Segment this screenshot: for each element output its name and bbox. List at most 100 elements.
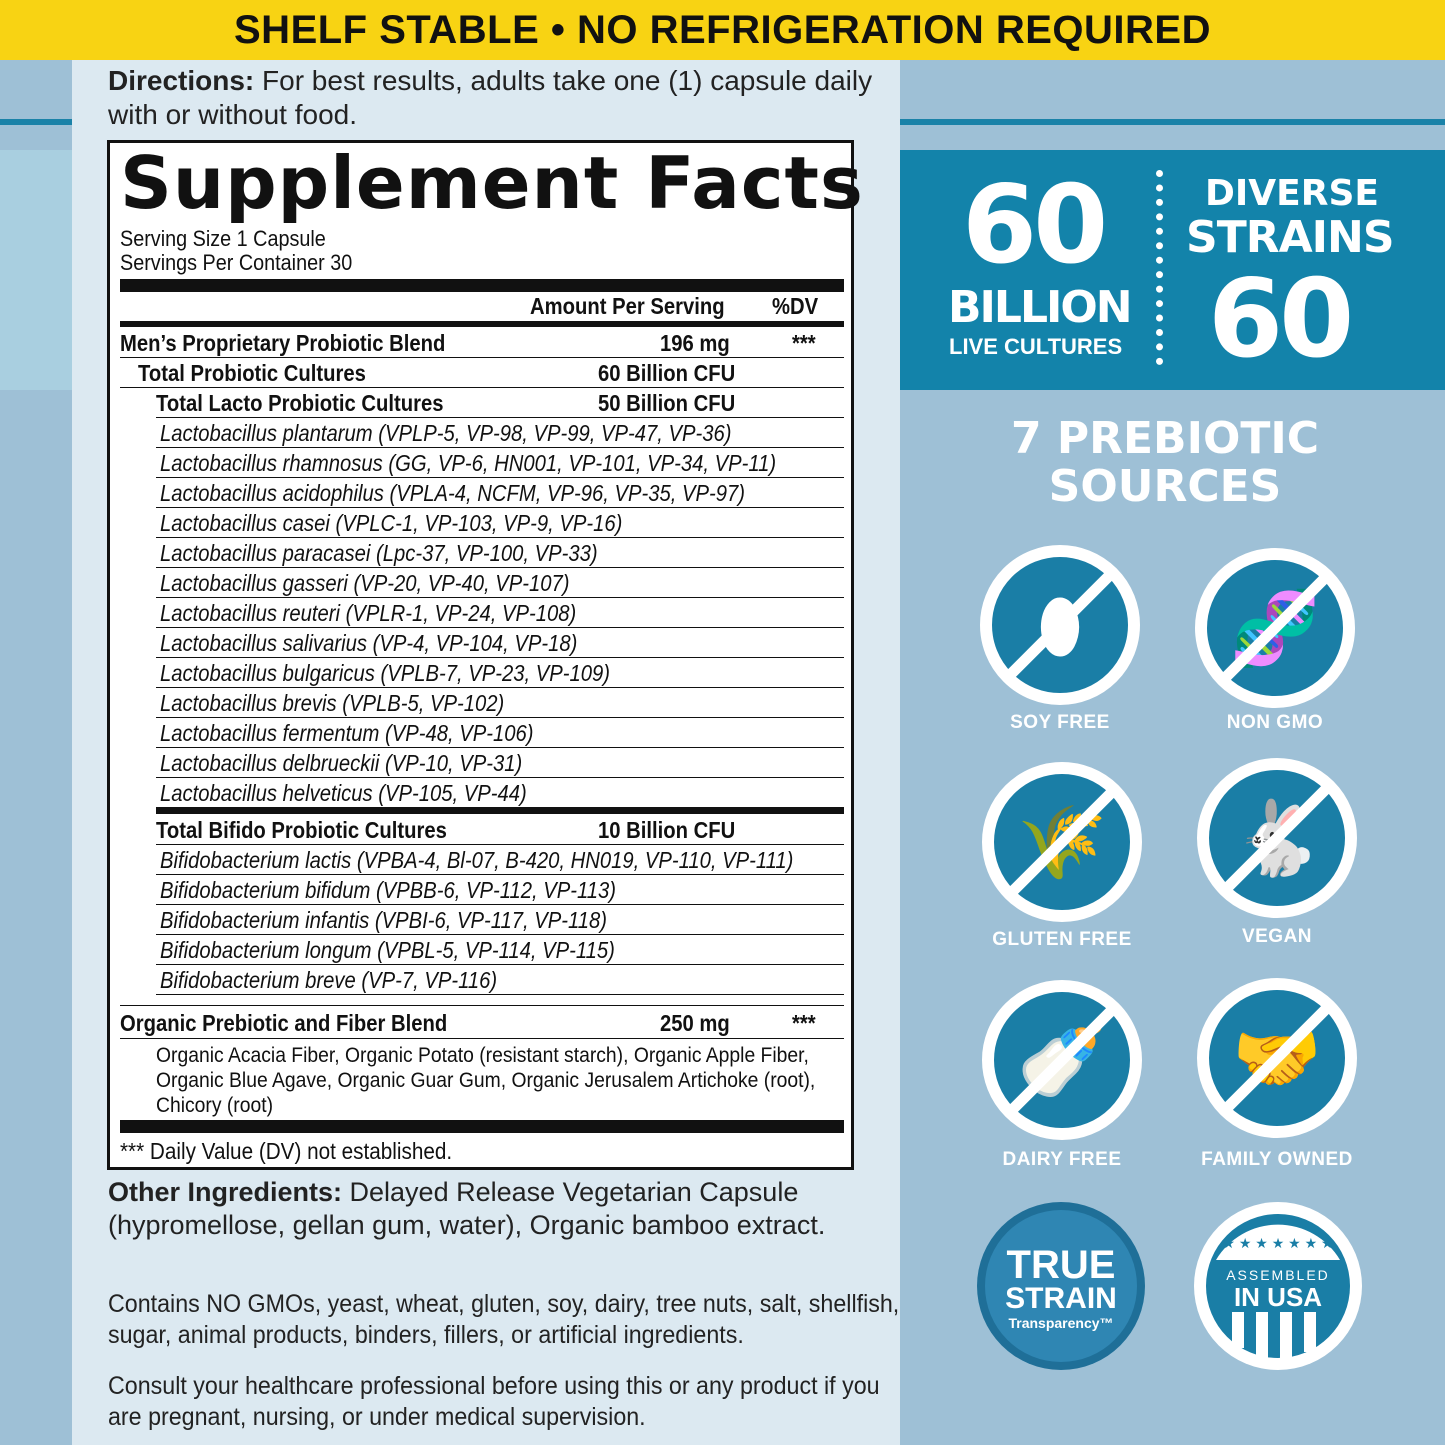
cell: Lactobacillus rhamnosus (GG, VP-6, HN001… xyxy=(160,450,777,476)
badge-label: NON GMO xyxy=(1226,712,1324,733)
badge-label: SOY FREE xyxy=(1010,712,1110,733)
total-cultures-row: Total Probiotic Cultures 60 Billion CFU xyxy=(120,358,844,388)
assembled-in-usa-seal: ★ ★ ★ ★ ★ ★ ★ ASSEMBLED IN USA xyxy=(1194,1202,1362,1370)
cell: 250 mg xyxy=(660,1010,730,1036)
shelf-stable-banner: SHELF STABLE • NO REFRIGERATION REQUIRED xyxy=(0,0,1445,60)
badge-label: FAMILY OWNED xyxy=(1201,1149,1353,1170)
strain-row: Bifidobacterium infantis (VPBI-6, VP-117… xyxy=(156,905,844,935)
cell: Lactobacillus plantarum (VPLP-5, VP-98, … xyxy=(160,420,732,446)
dotted-divider xyxy=(1156,170,1164,365)
supplement-facts-panel: Supplement Facts Serving Size 1 Capsule … xyxy=(107,140,863,1170)
cell: 10 Billion CFU xyxy=(598,817,736,843)
cell: Men’s Proprietary Probiotic Blend xyxy=(120,330,446,356)
thick-rule xyxy=(120,1120,844,1133)
strain-row: Lactobacillus delbrueckii (VP-10, VP-31) xyxy=(156,748,844,778)
badge-label: VEGAN xyxy=(1241,926,1313,947)
cell: Bifidobacterium bifidum (VPBB-6, VP-112,… xyxy=(160,877,616,903)
strain-row: Lactobacillus plantarum (VPLP-5, VP-98, … xyxy=(156,418,844,448)
other-ingredients-text: Delayed Release Vegetarian Capsule (hypr… xyxy=(108,1177,826,1240)
col-dv: %DV xyxy=(772,293,819,319)
strain-row: Lactobacillus fermentum (VP-48, VP-106) xyxy=(156,718,844,748)
non-gmo-icon: 🧬 xyxy=(1195,548,1355,708)
family-owned-icon: 🤝 xyxy=(1197,978,1357,1138)
strain-row: Bifidobacterium longum (VPBL-5, VP-114, … xyxy=(156,935,844,965)
prebiotic-row: Organic Prebiotic and Fiber Blend 250 mg *… xyxy=(120,1005,844,1039)
prebiotic-line1: 7 PREBIOTIC xyxy=(1010,413,1320,464)
cell: *** xyxy=(792,330,816,356)
column-headers: Amount Per Serving %DV xyxy=(120,291,844,327)
strain-row: Lactobacillus rhamnosus (GG, VP-6, HN001… xyxy=(156,448,844,478)
contains-statement: Contains NO GMOs, yeast, wheat, gluten, … xyxy=(108,1290,900,1349)
strain-row: Lactobacillus brevis (VPLB-5, VP-102) xyxy=(156,688,844,718)
badge-label: GLUTEN FREE xyxy=(992,929,1132,950)
seal-assembled: ASSEMBLED xyxy=(1226,1267,1330,1283)
cell: Bifidobacterium longum (VPBL-5, VP-114, … xyxy=(160,937,615,963)
cell: Lactobacillus paracasei (Lpc-37, VP-100,… xyxy=(160,540,598,566)
footnote: *** Daily Value (DV) not established. xyxy=(120,1138,453,1164)
prebiotic-line2: SOURCES xyxy=(1048,461,1282,512)
servings-per-container: Servings Per Container 30 xyxy=(120,250,353,275)
gluten-free-icon: 🌾 xyxy=(982,762,1142,922)
serving-size: Serving Size 1 Capsule xyxy=(120,226,326,251)
cell: Bifidobacterium infantis (VPBI-6, VP-117… xyxy=(160,907,607,933)
prebiotic-ingredients: Organic Acacia Fiber, Organic Potato (re… xyxy=(156,1044,816,1117)
cell: Lactobacillus bulgaricus (VPLB-7, VP-23,… xyxy=(160,660,611,686)
strains-number: 60 xyxy=(1208,257,1354,382)
billion-sub: LIVE CULTURES xyxy=(949,334,1123,359)
stats-band: 60 BILLION LIVE CULTURES DIVERSE STRAINS… xyxy=(900,150,1445,390)
cell: Lactobacillus fermentum (VP-48, VP-106) xyxy=(160,720,534,746)
divider xyxy=(900,119,1445,125)
billion-label: BILLION xyxy=(948,282,1133,333)
stars: ★ ★ ★ ★ ★ ★ ★ xyxy=(1222,1235,1333,1251)
seal-strain: STRAIN xyxy=(1005,1282,1117,1315)
cell: 50 Billion CFU xyxy=(598,390,736,416)
prebiotic-sources: 7 PREBIOTIC SOURCES xyxy=(960,415,1370,511)
directions: Directions: For best results, adults tak… xyxy=(108,64,888,132)
cell: 196 mg xyxy=(660,330,730,356)
cell: Lactobacillus acidophilus (VPLA-4, NCFM,… xyxy=(160,480,745,506)
cell: Lactobacillus gasseri (VP-20, VP-40, VP-… xyxy=(160,570,570,596)
lacto-row: Total Lacto Probiotic Cultures 50 Billion… xyxy=(156,388,844,418)
seal-transparency: Transparency™ xyxy=(1008,1315,1113,1331)
directions-text: For best results, adults take one (1) ca… xyxy=(108,65,873,130)
cell: Bifidobacterium breve (VP-7, VP-116) xyxy=(160,967,498,993)
soy-free-icon: ⬮ xyxy=(980,545,1140,705)
seal-in-usa: IN USA xyxy=(1234,1282,1322,1312)
strain-row: Lactobacillus casei (VPLC-1, VP-103, VP-… xyxy=(156,508,844,538)
other-ingredients-label: Other Ingredients: xyxy=(108,1177,343,1207)
blend-row: Men’s Proprietary Probiotic Blend 196 mg *… xyxy=(120,328,844,358)
cell: Lactobacillus casei (VPLC-1, VP-103, VP-… xyxy=(160,510,623,536)
cell: *** xyxy=(792,1010,816,1036)
strain-row: Bifidobacterium breve (VP-7, VP-116) xyxy=(156,965,844,995)
strain-row: Bifidobacterium bifidum (VPBB-6, VP-112,… xyxy=(156,875,844,905)
thick-rule xyxy=(120,279,844,292)
facts-title: Supplement Facts xyxy=(120,141,864,225)
consult-warning: Consult your healthcare professional bef… xyxy=(108,1372,880,1431)
cell: Organic Prebiotic and Fiber Blend xyxy=(120,1010,448,1036)
strain-row: Bifidobacterium lactis (VPBA-4, Bl-07, B… xyxy=(156,845,844,875)
cell: Total Lacto Probiotic Cultures xyxy=(156,390,444,416)
strains-line2: STRAINS xyxy=(1186,212,1395,263)
cell: Total Bifido Probiotic Cultures xyxy=(156,817,447,843)
bifido-row: Total Bifido Probiotic Cultures 10 Billio… xyxy=(156,815,844,845)
seal-true: TRUE xyxy=(1007,1243,1116,1287)
billion-number: 60 xyxy=(962,163,1108,288)
other-ingredients: Other Ingredients: Delayed Release Veget… xyxy=(108,1176,878,1242)
strain-row: Lactobacillus bulgaricus (VPLB-7, VP-23,… xyxy=(156,658,844,688)
strain-row: Lactobacillus helveticus (VP-105, VP-44) xyxy=(156,778,844,814)
cell: Lactobacillus reuteri (VPLR-1, VP-24, VP… xyxy=(160,600,577,626)
dairy-free-icon: 🍼 xyxy=(982,980,1142,1140)
true-strain-seal: TRUE STRAIN Transparency™ xyxy=(977,1202,1145,1370)
vegan-icon: 🐇 xyxy=(1197,758,1357,918)
strain-row: Lactobacillus acidophilus (VPLA-4, NCFM,… xyxy=(156,478,844,508)
strain-row: Lactobacillus salivarius (VP-4, VP-104, … xyxy=(156,628,844,658)
cell: Lactobacillus salivarius (VP-4, VP-104, … xyxy=(160,630,578,656)
cell: Lactobacillus delbrueckii (VP-10, VP-31) xyxy=(160,750,523,776)
strain-row: Lactobacillus paracasei (Lpc-37, VP-100,… xyxy=(156,538,844,568)
strain-row: Lactobacillus gasseri (VP-20, VP-40, VP-… xyxy=(156,568,844,598)
left-band xyxy=(0,150,72,390)
strains-line1: DIVERSE xyxy=(1205,173,1379,214)
cell: Total Probiotic Cultures xyxy=(138,360,366,386)
cell: Bifidobacterium lactis (VPBA-4, Bl-07, B… xyxy=(160,847,794,873)
directions-label: Directions: xyxy=(108,65,255,96)
